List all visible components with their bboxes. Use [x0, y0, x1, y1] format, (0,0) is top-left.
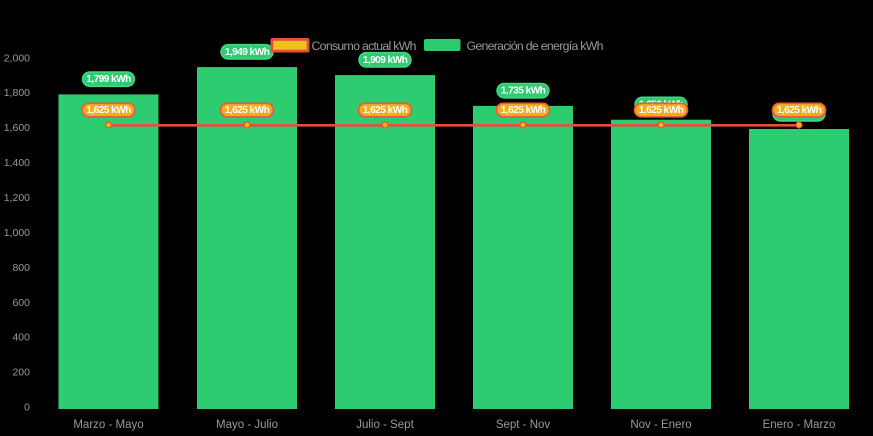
svg-text:1,625 kWh: 1,625 kWh: [777, 105, 822, 116]
svg-text:Julio - Sept: Julio - Sept: [356, 419, 414, 431]
svg-text:1,735 kWh: 1,735 kWh: [501, 86, 546, 97]
svg-text:Generación de energía kWh: Generación de energía kWh: [467, 39, 604, 53]
svg-text:0: 0: [24, 402, 30, 414]
svg-text:800: 800: [12, 262, 30, 274]
svg-text:1,625 kWh: 1,625 kWh: [86, 105, 131, 116]
svg-text:1,799 kWh: 1,799 kWh: [86, 74, 131, 85]
svg-text:1,200: 1,200: [4, 192, 30, 204]
svg-text:1,800: 1,800: [4, 87, 30, 99]
svg-text:1,000: 1,000: [4, 227, 30, 239]
svg-text:1,600: 1,600: [4, 122, 30, 134]
svg-text:200: 200: [12, 367, 30, 379]
svg-text:2,000: 2,000: [4, 52, 30, 64]
svg-text:1,625 kWh: 1,625 kWh: [501, 105, 546, 116]
svg-text:Nov - Enero: Nov - Enero: [630, 419, 691, 431]
svg-text:1,625 kWh: 1,625 kWh: [639, 105, 684, 116]
svg-text:Marzo - Mayo: Marzo - Mayo: [73, 419, 143, 431]
svg-text:1,949 kWh: 1,949 kWh: [225, 47, 270, 58]
svg-text:600: 600: [12, 297, 30, 309]
svg-text:1,625 kWh: 1,625 kWh: [225, 105, 270, 116]
svg-text:Mayo - Julio: Mayo - Julio: [216, 419, 278, 431]
svg-text:1,625 kWh: 1,625 kWh: [363, 105, 408, 116]
svg-text:Sept - Nov: Sept - Nov: [496, 419, 551, 431]
svg-text:1,400: 1,400: [4, 157, 30, 169]
svg-text:400: 400: [12, 332, 30, 344]
svg-text:Consumo actual kWh: Consumo actual kWh: [312, 39, 417, 53]
svg-text:Enero - Marzo: Enero - Marzo: [763, 419, 836, 431]
svg-text:1,909 kWh: 1,909 kWh: [363, 55, 408, 66]
